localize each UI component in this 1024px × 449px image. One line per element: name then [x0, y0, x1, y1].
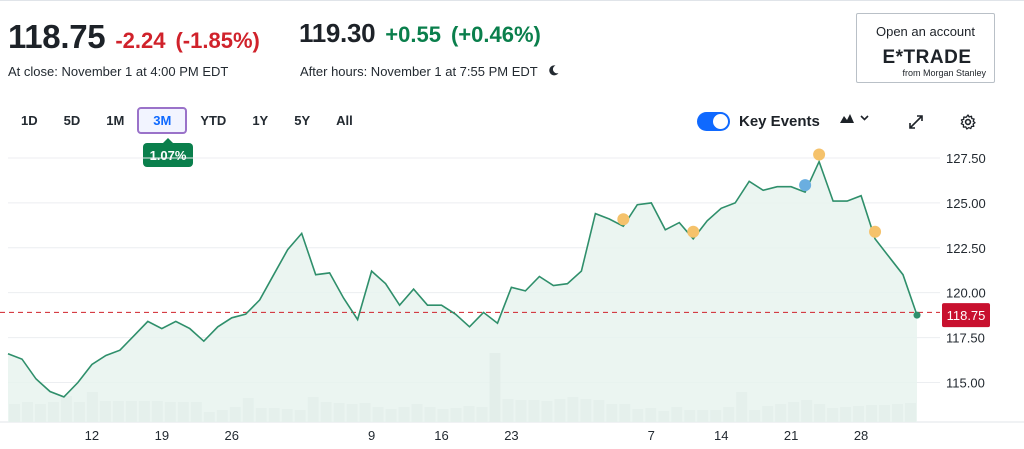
- x-tick-label: 28: [854, 428, 868, 443]
- x-tick-label: 12: [85, 428, 99, 443]
- close-change: -2.24: [115, 28, 166, 53]
- after-hours-price: 119.30: [299, 18, 376, 48]
- last-price-dot: [913, 311, 921, 319]
- event-markers: [617, 148, 921, 319]
- header-divider: [0, 0, 1024, 4]
- key-event-marker: [799, 179, 812, 192]
- y-tick-label: 122.50: [946, 241, 986, 256]
- range-all[interactable]: All: [336, 113, 353, 128]
- expand-icon: [909, 115, 923, 129]
- last-price-tag: 118.75: [942, 303, 990, 328]
- after-hours-timestamp-row: After hours: November 1 at 7:55 PM EDT: [300, 64, 559, 79]
- key-events-label: Key Events: [739, 113, 820, 130]
- x-tick-label: 23: [504, 428, 518, 443]
- after-hours-quote: 119.30 +0.55 (+0.46%): [299, 18, 541, 49]
- svg-text:E*TRADE: E*TRADE: [882, 47, 971, 67]
- key-event-marker: [687, 225, 700, 238]
- range-1y[interactable]: 1Y: [252, 113, 269, 128]
- x-tick-label: 7: [648, 428, 655, 443]
- close-price: 118.75: [8, 18, 106, 55]
- settings-button[interactable]: [958, 112, 978, 132]
- range-5y[interactable]: 5Y: [294, 113, 311, 128]
- y-tick-label: 117.50: [946, 331, 985, 346]
- moon-icon: [549, 64, 559, 79]
- mountain-chart-icon: [840, 114, 854, 123]
- y-tick-label: 120.00: [946, 286, 986, 301]
- range-1d[interactable]: 1D: [21, 113, 38, 128]
- close-change-percent: (-1.85%): [175, 28, 260, 53]
- key-events-toggle[interactable]: [697, 112, 730, 131]
- y-tick-label: 115.00: [946, 375, 985, 390]
- range-change-badge: 1.07%: [143, 138, 193, 167]
- after-hours-change-percent: (+0.46%): [450, 22, 541, 47]
- range-3m[interactable]: 3M: [137, 107, 188, 134]
- chevron-down-icon: [860, 115, 869, 121]
- x-tick-label: 21: [784, 428, 798, 443]
- y-tick-label: 125.00: [946, 196, 986, 211]
- after-hours-change: +0.55: [385, 22, 441, 47]
- after-hours-timestamp: After hours: November 1 at 7:55 PM EDT: [300, 64, 538, 79]
- close-timestamp: At close: November 1 at 4:00 PM EDT: [8, 64, 229, 79]
- toggle-knob: [713, 114, 728, 129]
- etrade-logo: E*TRADE: [882, 47, 971, 67]
- key-event-marker: [617, 213, 630, 226]
- gear-icon: [960, 114, 976, 130]
- x-axis: 12 19 26 9 16 23 7 14 21 28: [85, 428, 869, 443]
- last-price-tag-label: 118.75: [947, 308, 986, 323]
- x-tick-label: 14: [714, 428, 728, 443]
- y-tick-label: 127.50: [946, 151, 986, 166]
- price-line: [7, 159, 918, 398]
- chart-type-button[interactable]: [840, 113, 869, 123]
- range-1m[interactable]: 1M: [106, 113, 125, 128]
- x-tick-label: 9: [368, 428, 375, 443]
- expand-button[interactable]: [906, 112, 926, 132]
- x-tick-label: 16: [434, 428, 448, 443]
- etrade-ad[interactable]: Open an account E*TRADE from Morgan Stan…: [856, 13, 995, 83]
- x-tick-label: 19: [155, 428, 169, 443]
- ad-subtitle: from Morgan Stanley: [902, 68, 986, 78]
- y-axis: 127.50 125.00 122.50 120.00 117.50 115.00: [946, 151, 986, 391]
- ad-cta: Open an account: [875, 24, 976, 39]
- x-tick-label: 26: [225, 428, 239, 443]
- last-price-tag-box: [942, 303, 990, 328]
- key-event-marker: [869, 225, 882, 238]
- range-selector: 1D 5D 1M 3M YTD 1Y 5Y All: [8, 107, 366, 134]
- price-area: [8, 161, 917, 422]
- close-quote: 118.75 -2.24 (-1.85%): [8, 18, 260, 56]
- range-ytd[interactable]: YTD: [200, 113, 227, 128]
- key-event-marker: [813, 148, 826, 161]
- range-5d[interactable]: 5D: [63, 113, 81, 128]
